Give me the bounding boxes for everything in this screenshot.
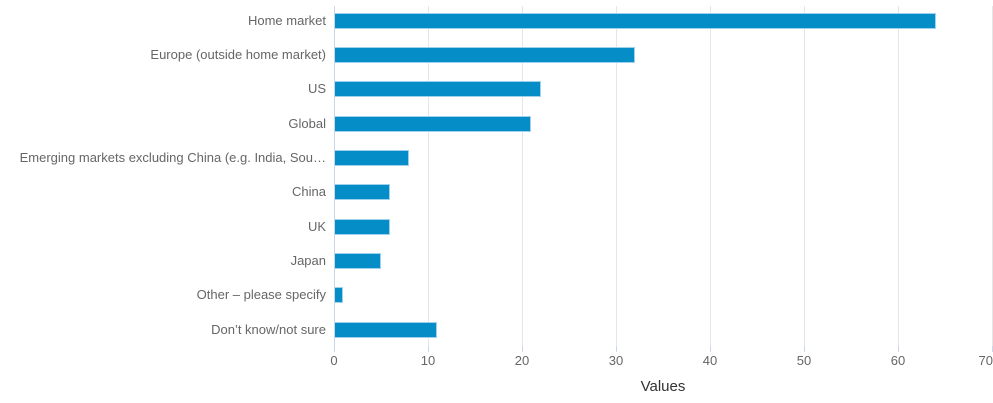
category-label: Global [288, 115, 326, 131]
category-label: Other – please specify [196, 287, 326, 303]
axis-tick-mark [427, 346, 429, 352]
x-axis-title: Values [640, 378, 686, 395]
grid-line [897, 6, 899, 346]
x-tick-label: 0 [330, 353, 338, 368]
x-tick-label: 50 [796, 353, 812, 368]
category-label: Emerging markets excluding China (e.g. I… [19, 150, 326, 165]
bar[interactable] [334, 81, 541, 98]
grid-line [615, 6, 617, 346]
grid-line [803, 6, 805, 346]
category-label: Home market [247, 12, 326, 28]
x-tick-label: 30 [608, 353, 624, 368]
axis-tick-mark [615, 346, 617, 352]
bar[interactable] [334, 321, 438, 338]
grid-line [427, 6, 429, 346]
category-label: China [292, 184, 326, 200]
bar[interactable] [334, 115, 532, 132]
axis-tick-mark [709, 346, 711, 352]
category-label: Japan [290, 252, 326, 268]
category-label: Europe (outside home market) [150, 47, 326, 63]
x-tick-label: 60 [890, 353, 906, 368]
category-label: US [307, 81, 326, 97]
bar[interactable] [334, 150, 410, 166]
bar[interactable] [334, 184, 391, 201]
x-tick-label: 10 [420, 353, 436, 368]
grid-line [991, 6, 993, 346]
bar[interactable] [334, 287, 344, 304]
axis-tick-mark [521, 346, 523, 352]
bar[interactable] [334, 252, 381, 269]
grid-line [521, 6, 523, 346]
axis-tick-mark [991, 346, 993, 352]
x-tick-label: 70 [978, 353, 993, 368]
category-label: UK [307, 218, 326, 234]
x-tick-label: 20 [514, 353, 530, 368]
x-tick-label: 40 [702, 353, 718, 368]
bar[interactable] [334, 12, 936, 29]
axis-tick-mark [333, 346, 335, 352]
category-label: Don’t know/not sure [211, 321, 326, 337]
axis-tick-mark [803, 346, 805, 352]
axis-tick-mark [897, 346, 899, 352]
grid-line [709, 6, 711, 346]
bar[interactable] [334, 47, 635, 64]
category-axis-line [333, 6, 335, 346]
bar[interactable] [334, 218, 391, 235]
